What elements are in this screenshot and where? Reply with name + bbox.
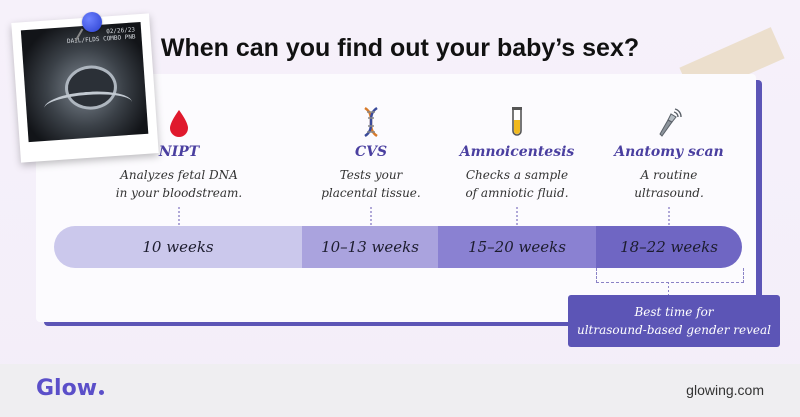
test-tube-icon	[432, 104, 602, 138]
method-name: NIPT	[158, 144, 200, 160]
timeline-segment: 15–20 weeks	[438, 226, 596, 268]
method-anatomy-scan: Anatomy scan A routine ultrasound.	[584, 104, 754, 202]
site-link[interactable]: glowing.com	[686, 382, 764, 398]
method-nipt: NIPT Analyzes fetal DNA in your bloodstr…	[94, 104, 264, 202]
connector-dots	[178, 207, 180, 225]
method-description: Analyzes fetal DNA in your bloodstream.	[115, 168, 243, 200]
method-cvs: CVS Tests your placental tissue.	[286, 104, 456, 202]
method-name: CVS	[354, 144, 388, 160]
timeline-segment: 10 weeks	[54, 226, 302, 268]
highlight-bracket	[596, 268, 744, 283]
connector-dots	[516, 207, 518, 225]
method-description: A routine ultrasound.	[634, 168, 704, 200]
best-time-callout: Best time for ultrasound-based gender re…	[568, 295, 780, 347]
method-description: Checks a sample of amniotic fluid.	[465, 168, 569, 200]
method-amnoicentesis: Amnoicentesis Checks a sample of amnioti…	[432, 104, 602, 202]
connector-dots	[668, 207, 670, 225]
dna-icon	[286, 104, 456, 138]
timeline-bar: 10 weeks 10–13 weeks 15–20 weeks 18–22 w…	[54, 226, 742, 268]
blood-drop-icon	[94, 104, 264, 138]
pushpin-icon	[82, 12, 102, 32]
glow-logo[interactable]: Glow	[36, 376, 105, 401]
method-name: Anatomy scan	[614, 144, 724, 160]
timeline-segment: 18–22 weeks	[596, 226, 742, 268]
bracket-connector	[668, 282, 669, 296]
footer: Glow glowing.com	[0, 364, 800, 417]
method-name: Amnoicentesis	[459, 144, 575, 160]
timeline-segment: 10–13 weeks	[302, 226, 438, 268]
method-description: Tests your placental tissue.	[321, 168, 421, 200]
connector-dots	[370, 207, 372, 225]
page-title: When can you find out your baby’s sex?	[160, 34, 640, 62]
ultrasound-probe-icon	[584, 104, 754, 138]
